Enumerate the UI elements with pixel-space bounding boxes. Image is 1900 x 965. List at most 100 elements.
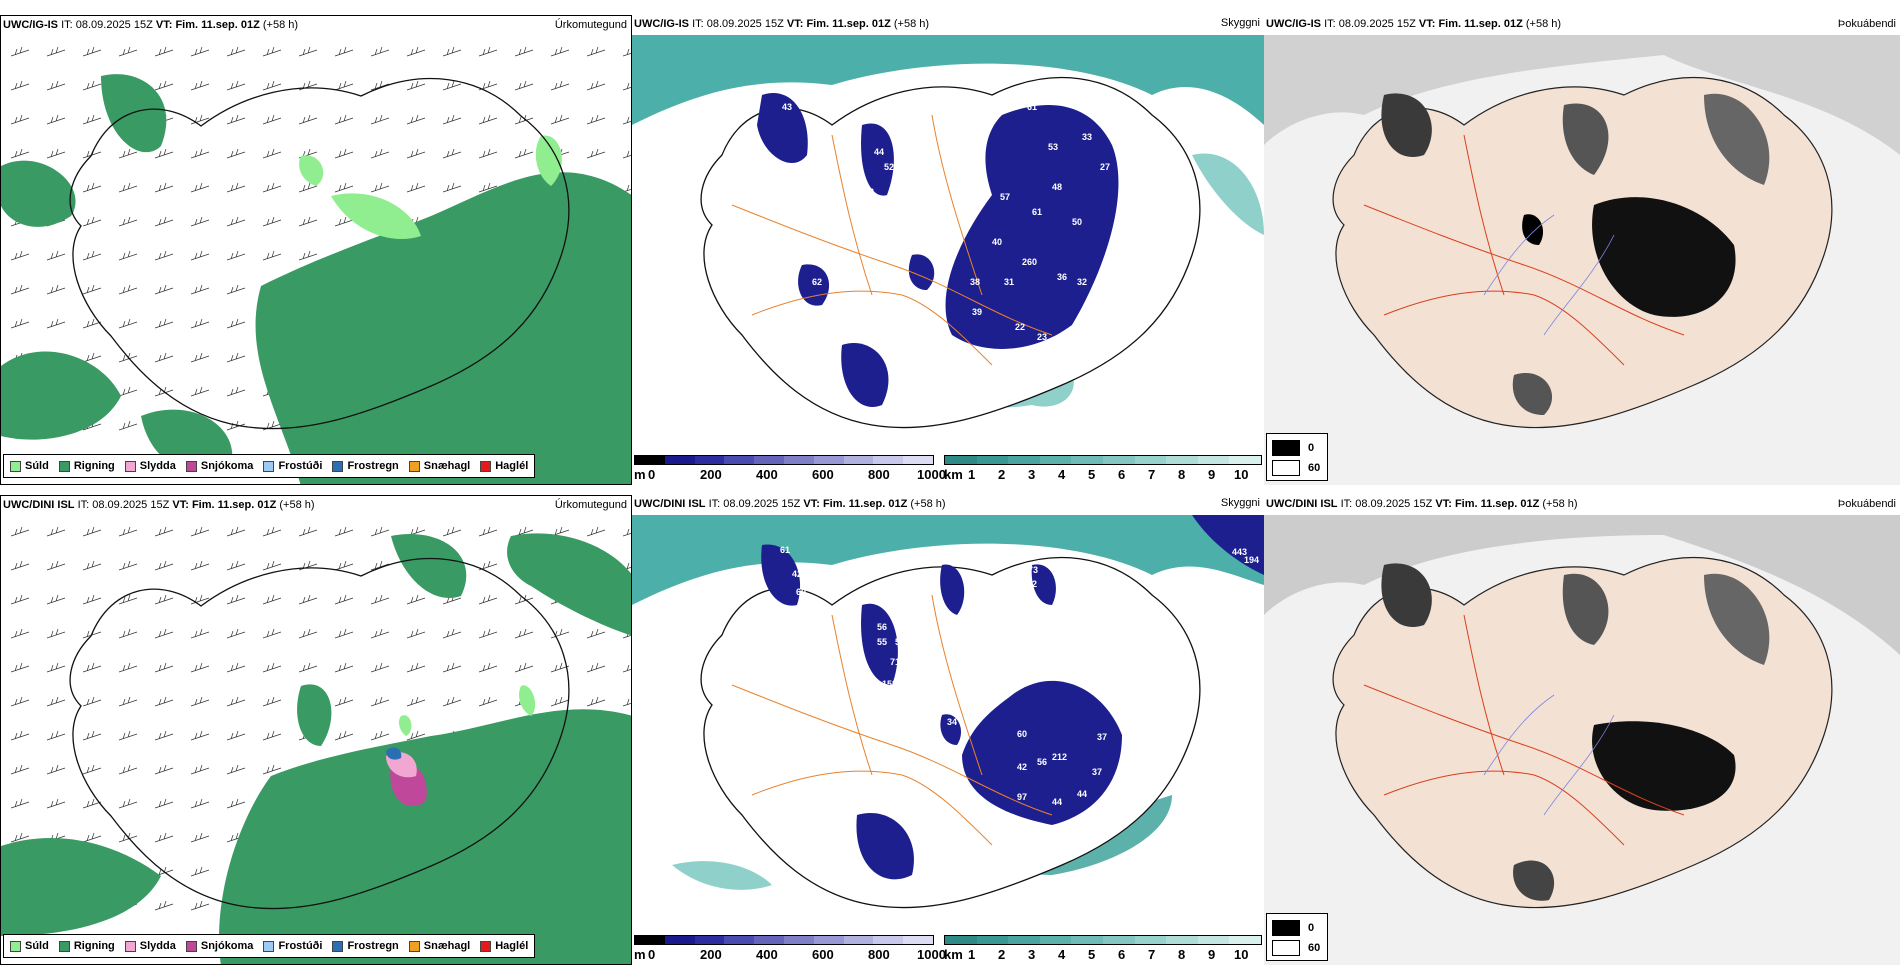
wind-barb <box>154 46 174 57</box>
svg-text:39: 39 <box>972 307 982 317</box>
svg-text:14: 14 <box>1122 647 1132 657</box>
precip-drizzle <box>535 135 562 186</box>
svg-text:28: 28 <box>902 402 912 412</box>
wind-barb <box>190 832 210 843</box>
fog-sea <box>1264 515 1900 655</box>
wind-barb <box>262 764 282 775</box>
wind-barb <box>586 46 606 57</box>
iceland-outline <box>69 78 570 430</box>
fog-indicator-panel-dini: UWC/DINI ISL IT: 08.09.2025 15Z VT: Fim.… <box>1264 495 1900 965</box>
wind-barb <box>406 628 426 639</box>
wind-barb <box>406 80 426 91</box>
wind-barb <box>82 798 102 809</box>
wind-barb <box>334 148 354 159</box>
wind-barb <box>622 698 631 707</box>
svg-text:66: 66 <box>944 357 954 367</box>
wind-barb <box>46 594 66 605</box>
wind-barb <box>334 182 354 193</box>
wind-barb <box>154 216 174 227</box>
panel-corner-label: Úrkomutegund <box>554 499 627 511</box>
svg-text:62: 62 <box>972 852 982 862</box>
wind-barb <box>478 114 498 125</box>
wind-barb <box>586 696 606 707</box>
precip-area <box>219 709 631 964</box>
ceiling-area <box>962 680 1122 825</box>
fog-area <box>1381 93 1432 157</box>
svg-text:55: 55 <box>877 637 887 647</box>
wind-barb <box>442 80 462 91</box>
wind-barb <box>442 182 462 193</box>
wind-barb <box>46 250 66 261</box>
wind-barb <box>262 696 282 707</box>
svg-text:32: 32 <box>1077 277 1087 287</box>
wind-barb <box>154 182 174 193</box>
road-network <box>931 114 983 296</box>
svg-text:61: 61 <box>1027 102 1037 112</box>
wind-barb <box>118 560 138 571</box>
precip-area <box>255 172 631 484</box>
precip-type-panel-dini: UWC/DINI ISL IT: 08.09.2025 15Z VT: Fim.… <box>0 495 632 965</box>
svg-text:97: 97 <box>1017 792 1027 802</box>
fog-legend-item: 60 <box>1272 460 1320 476</box>
wind-barb <box>82 594 102 605</box>
wind-barb <box>10 250 30 261</box>
wind-barb <box>514 594 534 605</box>
wind-barb <box>154 352 174 363</box>
road-network <box>1363 684 1685 816</box>
wind-barb <box>82 352 102 363</box>
svg-text:56: 56 <box>877 622 887 632</box>
ceiling-visibility-panel-dini: UWC/DINI ISL IT: 08.09.2025 15Z VT: Fim.… <box>632 495 1264 965</box>
river-network <box>1483 694 1555 776</box>
fog-area <box>1512 373 1553 415</box>
wind-barb <box>298 216 318 227</box>
wind-barb <box>298 46 318 57</box>
precip-area <box>101 74 167 153</box>
panel-title: UWC/IG-IS IT: 08.09.2025 15Z VT: Fim. 11… <box>1266 18 1562 30</box>
wind-barb <box>226 560 246 571</box>
panel-corner-label: Skyggni <box>1220 17 1260 29</box>
wind-barb <box>334 628 354 639</box>
wind-barb <box>622 664 631 673</box>
fog-legend-item: 0 <box>1272 440 1314 456</box>
wind-barb <box>10 764 30 775</box>
svg-text:59: 59 <box>904 367 914 377</box>
legend-item: Snæhagl <box>408 940 470 952</box>
wind-barb <box>190 46 210 57</box>
precip-map <box>1 46 631 484</box>
wind-barb <box>190 526 210 537</box>
wind-barb <box>118 730 138 741</box>
svg-text:38: 38 <box>970 277 980 287</box>
wind-barb <box>406 114 426 125</box>
wind-barb <box>118 216 138 227</box>
road-network <box>751 290 993 366</box>
wind-barb <box>586 662 606 673</box>
wind-barb <box>298 114 318 125</box>
svg-text:48: 48 <box>1167 657 1177 667</box>
iceland-land <box>1332 557 1833 909</box>
wind-barb <box>190 730 210 741</box>
wind-barb <box>406 696 426 707</box>
wind-barb <box>622 150 631 159</box>
wind-barb <box>118 250 138 261</box>
wind-barb <box>226 250 246 261</box>
ceiling-map: 61 42 60 97 73 82 56 55 56 71 102 158 10… <box>632 515 1264 909</box>
legend-item: Súld <box>10 460 49 472</box>
ceiling-area <box>761 544 801 606</box>
wind-barb <box>226 764 246 775</box>
svg-text:20: 20 <box>937 877 947 887</box>
wind-barb <box>118 148 138 159</box>
wind-barb <box>586 526 606 537</box>
wind-barb <box>478 594 498 605</box>
wind-barb <box>46 662 66 673</box>
panel-corner-label: Þokuábendi <box>1837 18 1896 30</box>
panel-title: UWC/DINI ISL IT: 08.09.2025 15Z VT: Fim.… <box>634 498 946 510</box>
svg-text:31: 31 <box>1004 277 1014 287</box>
legend-item: Frostregn <box>332 940 399 952</box>
fog-area <box>1381 563 1432 627</box>
precip-legend: Súld Rigning Slydda Snjókoma Frostúði Fr… <box>3 454 536 478</box>
wind-barb <box>298 182 318 193</box>
svg-text:44: 44 <box>1077 789 1087 799</box>
wind-barb <box>226 182 246 193</box>
wind-barb <box>82 662 102 673</box>
wind-barb <box>226 318 246 329</box>
